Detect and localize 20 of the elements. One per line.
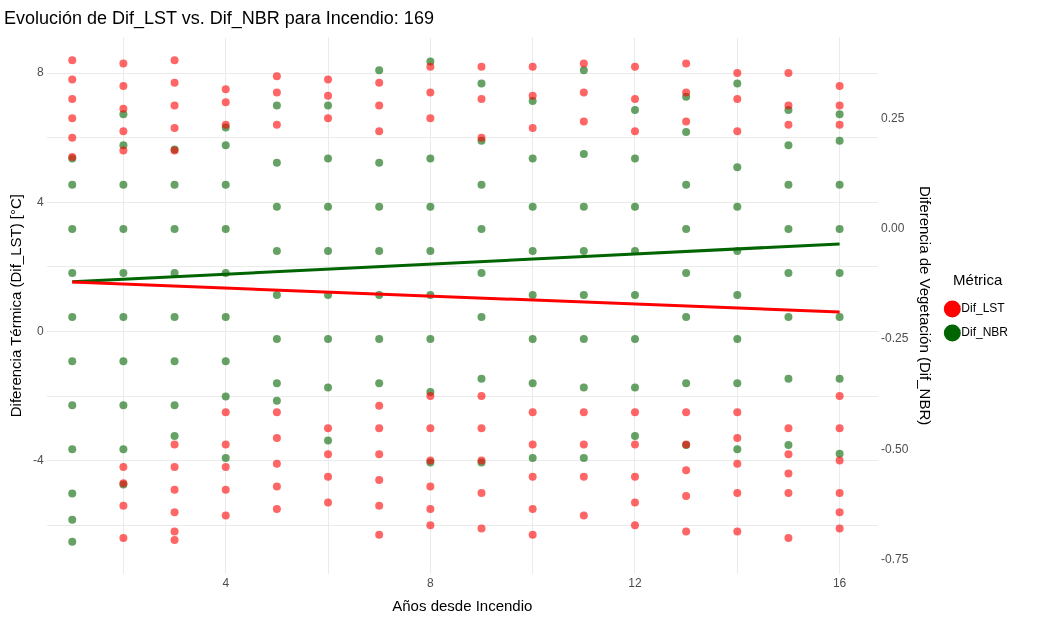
y2-tick-label: 0.25 <box>880 111 905 126</box>
y2-tick-label: -0.75 <box>880 551 909 566</box>
x-tick-label: 16 <box>832 576 847 591</box>
y2-tick-label: 0.00 <box>880 221 905 236</box>
x-axis-title: Años desde Incendio <box>392 597 533 615</box>
legend-title: Métrica <box>953 270 1003 288</box>
y2-axis-title: Diferencia de Vegetación (Dif_NBR) <box>917 185 935 426</box>
y-axis-title: Diferencia Térmica (Dif_LST) [°C] <box>7 193 25 418</box>
y-tick-label: -4 <box>33 452 44 467</box>
y2-tick-label: -0.50 <box>880 441 909 456</box>
y-tick-label: 0 <box>36 323 44 338</box>
y2-tick-label: -0.25 <box>880 331 909 346</box>
legend-label: Dif_LST <box>961 301 1006 316</box>
y-tick-label: 8 <box>36 65 44 80</box>
legend-label: Dif_NBR <box>961 325 1009 340</box>
x-tick-label: 8 <box>427 576 434 591</box>
x-tick-label: 12 <box>628 576 642 591</box>
chart-title: Evolución de Dif_LST vs. Dif_NBR para Incendio: 169 <box>4 7 434 29</box>
y-tick-label: 4 <box>36 194 44 209</box>
x-tick-label: 4 <box>222 576 230 591</box>
